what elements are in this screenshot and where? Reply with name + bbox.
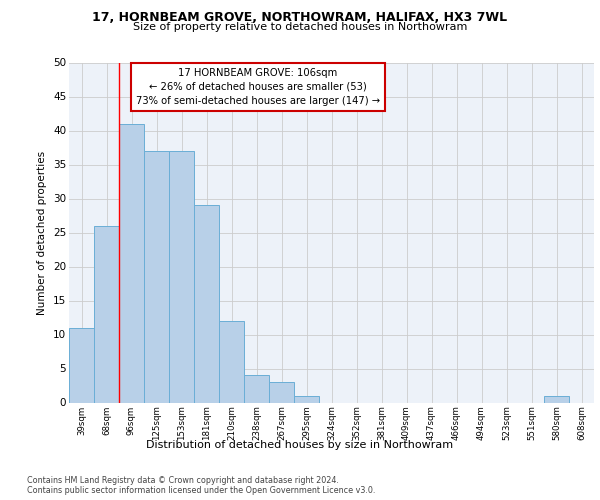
Text: Distribution of detached houses by size in Northowram: Distribution of detached houses by size … (146, 440, 454, 450)
Text: 17 HORNBEAM GROVE: 106sqm
← 26% of detached houses are smaller (53)
73% of semi-: 17 HORNBEAM GROVE: 106sqm ← 26% of detac… (136, 68, 380, 106)
Bar (244, 376, 269, 402)
Bar (119, 124, 144, 402)
Bar (69, 328, 94, 402)
Bar (144, 151, 169, 403)
Text: Size of property relative to detached houses in Northowram: Size of property relative to detached ho… (133, 22, 467, 32)
Bar (169, 151, 194, 403)
Bar (194, 206, 219, 402)
Y-axis label: Number of detached properties: Number of detached properties (37, 150, 47, 314)
Bar (219, 321, 244, 402)
Bar (544, 396, 569, 402)
Bar (94, 226, 119, 402)
Text: 17, HORNBEAM GROVE, NORTHOWRAM, HALIFAX, HX3 7WL: 17, HORNBEAM GROVE, NORTHOWRAM, HALIFAX,… (92, 11, 508, 24)
Bar (269, 382, 294, 402)
Text: Contains public sector information licensed under the Open Government Licence v3: Contains public sector information licen… (27, 486, 376, 495)
Text: Contains HM Land Registry data © Crown copyright and database right 2024.: Contains HM Land Registry data © Crown c… (27, 476, 339, 485)
Bar (294, 396, 319, 402)
